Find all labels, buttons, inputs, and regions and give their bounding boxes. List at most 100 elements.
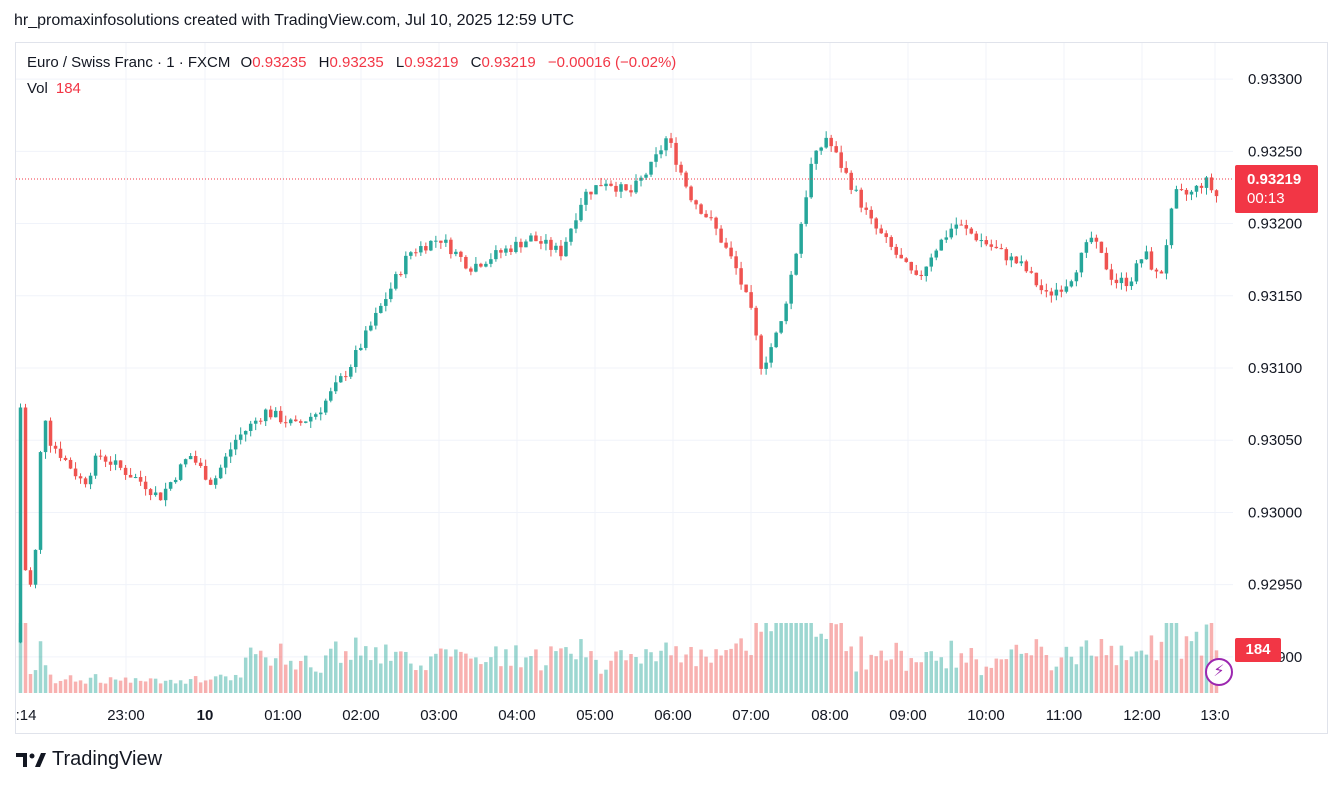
candle-body [944, 237, 949, 240]
volume-bar [93, 674, 98, 693]
symbol-title[interactable]: Euro / Swiss Franc · 1 · FXCM [27, 54, 231, 71]
candle-body [148, 489, 153, 496]
volume-bar [168, 679, 173, 693]
last-price-badge: 0.93219 00:13 [1235, 165, 1318, 213]
candle-body [68, 459, 73, 469]
tradingview-logo[interactable]: TradingView [16, 748, 162, 771]
candle-body [619, 184, 623, 192]
candle-body [334, 382, 338, 392]
candle-body [1164, 245, 1169, 274]
candle-body [919, 274, 924, 277]
candle-body [739, 268, 743, 285]
volume-bar [1099, 639, 1104, 693]
candle-body [399, 274, 403, 276]
time-tick-label: :14 [16, 707, 37, 724]
volume-bar [699, 649, 703, 693]
candle-body [1034, 272, 1039, 286]
candle-body [113, 460, 118, 465]
chart-frame[interactable] [15, 42, 1328, 734]
volume-bar [1024, 653, 1029, 693]
volume-bar [379, 663, 383, 693]
volume-bar [1184, 636, 1189, 693]
candle-body [829, 137, 833, 147]
volume-bar [38, 641, 43, 693]
candle-body [934, 250, 939, 258]
time-tick-label: 02:00 [342, 707, 380, 724]
volume-bar [889, 659, 893, 693]
volume-bar [133, 678, 138, 693]
volume-bar [283, 664, 288, 693]
volume-bar [664, 642, 668, 693]
candle-body [534, 235, 538, 242]
volume-bar [1124, 660, 1129, 693]
candle-body [864, 207, 868, 210]
volume-bar [774, 623, 778, 693]
volume-bar [729, 648, 733, 693]
candle-body [669, 138, 673, 143]
candle-body [884, 233, 888, 238]
candle-body [939, 239, 944, 251]
volume-bar [519, 667, 523, 693]
candle-body [564, 241, 568, 257]
candle-body [1179, 189, 1184, 191]
candle-body [899, 254, 903, 259]
candle-body [874, 218, 878, 229]
candle-body [18, 407, 23, 643]
candle-body [1014, 256, 1019, 264]
candle-body [28, 570, 33, 585]
price-tick-label: 0.93200 [1248, 216, 1302, 233]
candle-body [429, 240, 433, 251]
candle-body [999, 248, 1004, 250]
volume-bar [1159, 641, 1164, 693]
volume-bar [419, 665, 423, 693]
candle-body [1019, 261, 1024, 264]
volume-bar [223, 676, 228, 693]
candle-body [1119, 277, 1124, 284]
candle-body [1189, 191, 1194, 195]
candle-body [1074, 272, 1079, 282]
candle-body [734, 256, 738, 269]
candle-body [484, 263, 488, 267]
time-tick-label: 13:0 [1200, 707, 1229, 724]
candle-body [1099, 241, 1104, 253]
candle-body [83, 478, 88, 485]
volume-bar [949, 640, 954, 693]
time-tick-label: 08:00 [811, 707, 849, 724]
volume-bar [479, 664, 483, 693]
candle-body [599, 185, 603, 187]
volume-bar [128, 682, 133, 693]
volume-bar [919, 662, 924, 693]
volume-bar [1044, 655, 1049, 693]
candle-body [794, 253, 798, 275]
volume-bar [78, 680, 83, 693]
volume-bar [233, 674, 238, 693]
candle-body [303, 421, 308, 423]
volume-bar [18, 623, 23, 693]
candle-body [208, 479, 213, 485]
volume-bar [238, 677, 243, 693]
candle-body [1139, 259, 1144, 264]
volume-bar [183, 683, 188, 693]
volume-bar [574, 659, 578, 693]
candle-body [364, 330, 368, 348]
candle-body [389, 288, 393, 300]
volume-bar [749, 655, 753, 693]
volume-bar [864, 669, 868, 693]
candle-body [559, 245, 563, 257]
volume-bar [839, 623, 843, 693]
lightning-icon[interactable]: ⚡ [1205, 658, 1233, 686]
candle-body [1114, 279, 1119, 284]
volume-bar [278, 643, 283, 693]
volume-bar [599, 673, 603, 693]
volume-bar [43, 665, 48, 693]
candle-body [959, 224, 964, 226]
time-tick-label: 05:00 [576, 707, 614, 724]
volume-bar [999, 659, 1004, 693]
volume-bar [1059, 657, 1064, 693]
candle-body [1184, 189, 1189, 195]
volume-bar [374, 647, 378, 693]
volume-bar [28, 674, 33, 693]
volume-bar [389, 660, 393, 693]
volume-bar [118, 680, 123, 693]
